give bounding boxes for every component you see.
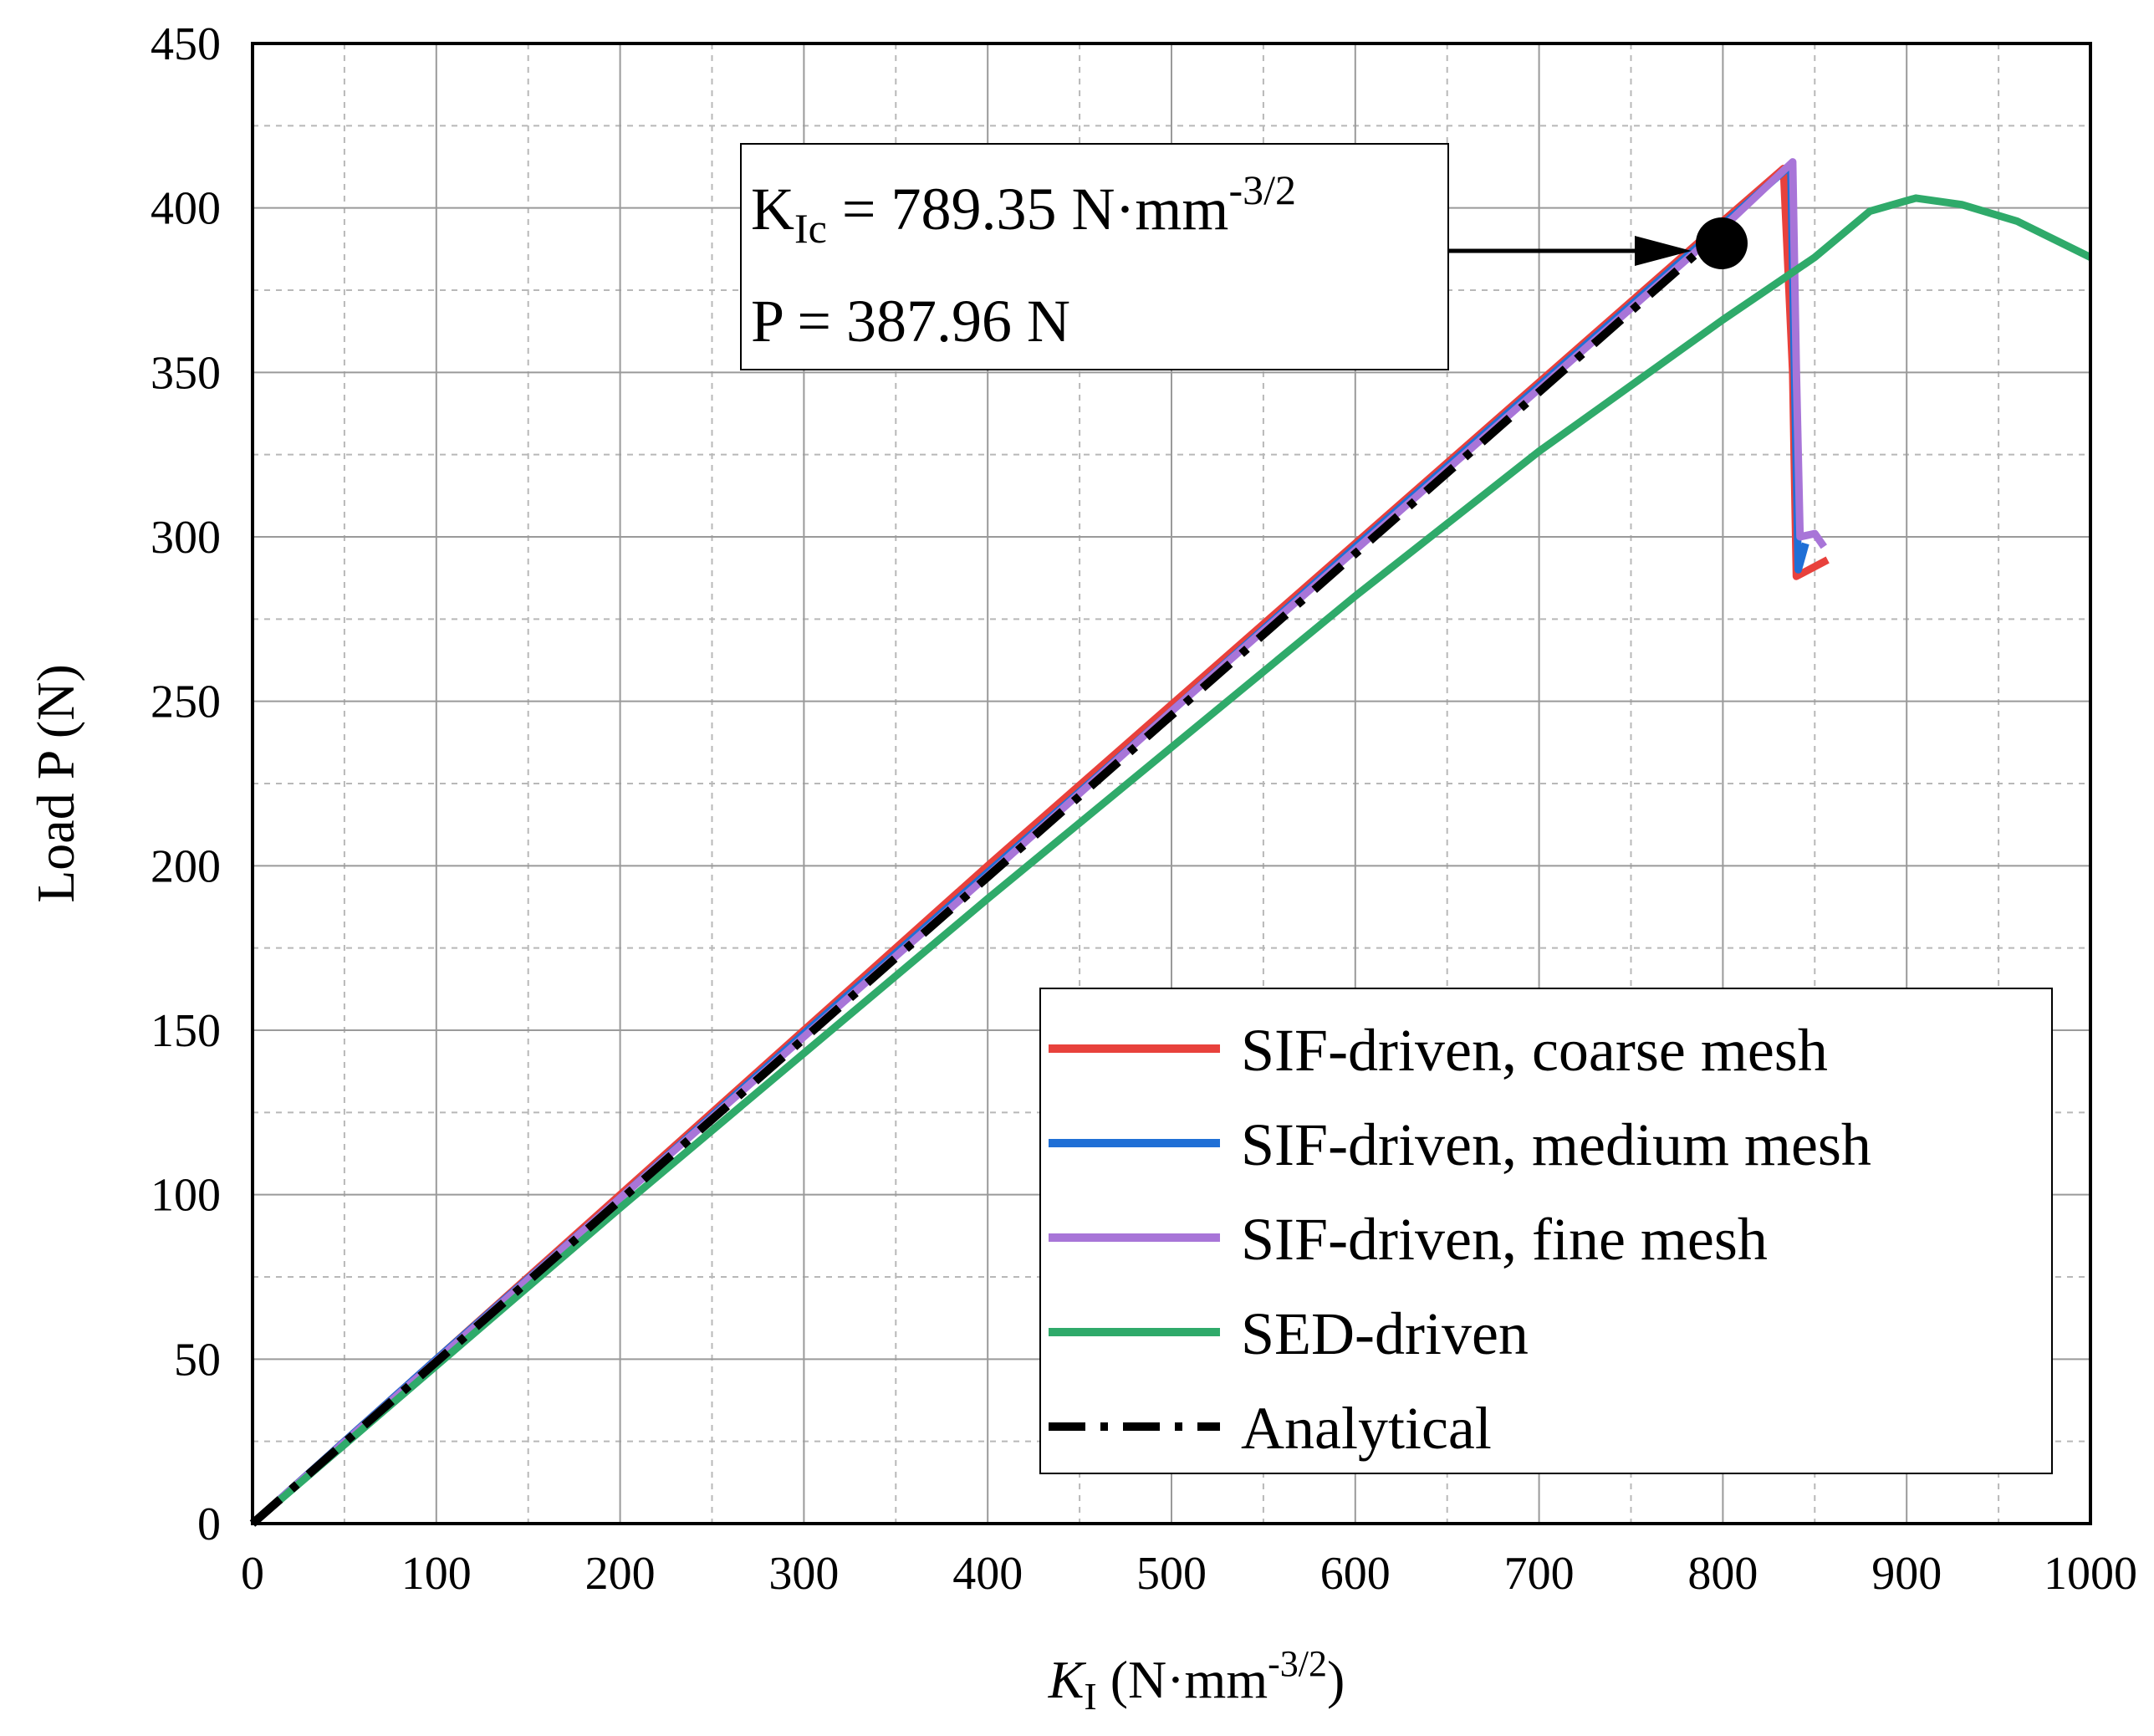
series-line-4 — [249, 244, 1707, 1527]
y-tick-label: 400 — [151, 183, 221, 235]
critical-point-marker — [1695, 217, 1748, 270]
x-axis-ticks: 0 100 200 300 400 500 600 700 800 900 1000 — [241, 1548, 2137, 1600]
y-tick-label: 450 — [151, 18, 221, 70]
y-axis-title: Load P (N) — [26, 664, 85, 903]
y-tick-label: 50 — [174, 1334, 221, 1386]
x-tick-label: 700 — [1504, 1548, 1575, 1600]
y-axis-ticks: 0 50 100 150 200 250 300 350 400 450 — [151, 18, 221, 1550]
x-tick-label: 600 — [1320, 1548, 1391, 1600]
y-tick-label: 150 — [151, 1005, 221, 1057]
x-tick-label: 1000 — [2044, 1548, 2137, 1600]
annotation-arrow-head — [1634, 236, 1692, 266]
legend: SIF-driven, coarse mesh SIF-driven, mediu… — [1039, 988, 2053, 1474]
legend-label-3: SED-driven — [1241, 1300, 1529, 1367]
series-line-3 — [250, 194, 2092, 1527]
x-tick-label: 500 — [1136, 1548, 1207, 1600]
x-tick-label: 900 — [1871, 1548, 1942, 1600]
y-tick-label: 300 — [151, 512, 221, 564]
annotation-kic-text: KIc = 789.35 N·mm-3/2 — [751, 166, 1296, 252]
x-tick-label: 400 — [952, 1548, 1023, 1600]
kic-annotation: KIc = 789.35 N·mm-3/2 P = 387.96 N — [740, 143, 1748, 370]
x-axis-title: KI (N·mm-3/2) — [1048, 1643, 1345, 1718]
y-tick-label: 250 — [151, 677, 221, 728]
x-tick-label: 800 — [1687, 1548, 1758, 1600]
annotation-load-text: P = 387.96 N — [751, 288, 1070, 355]
x-tick-label: 0 — [241, 1548, 264, 1600]
legend-label-2: SIF-driven, fine mesh — [1241, 1206, 1768, 1273]
x-tick-label: 300 — [768, 1548, 839, 1600]
plot-area-frame — [251, 42, 2092, 1525]
legend-label-0: SIF-driven, coarse mesh — [1241, 1017, 1828, 1084]
y-tick-label: 200 — [151, 840, 221, 892]
y-tick-label: 350 — [151, 347, 221, 399]
y-tick-label: 0 — [197, 1499, 221, 1550]
x-tick-label: 200 — [585, 1548, 656, 1600]
annotation-box — [740, 143, 1449, 370]
y-tick-label: 100 — [151, 1170, 221, 1222]
legend-label-1: SIF-driven, medium mesh — [1241, 1111, 1871, 1178]
x-tick-label: 100 — [401, 1548, 472, 1600]
legend-label-4: Analytical — [1241, 1395, 1492, 1462]
series-layer — [249, 158, 2092, 1527]
legend-box — [1039, 988, 2053, 1474]
